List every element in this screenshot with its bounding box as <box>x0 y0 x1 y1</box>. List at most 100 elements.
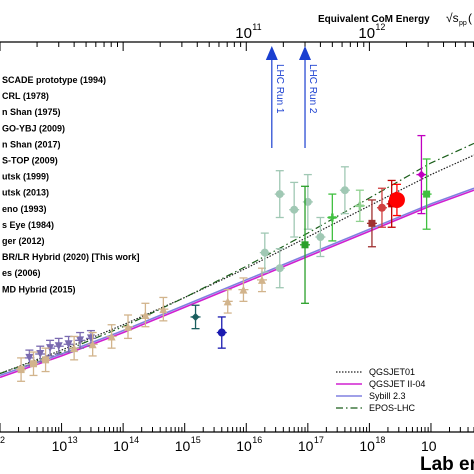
data-point <box>376 187 387 228</box>
marker <box>17 366 25 374</box>
experiment-label: GO-YBJ (2009) <box>2 123 65 133</box>
marker <box>275 190 284 199</box>
marker <box>29 360 37 368</box>
marker <box>239 285 248 294</box>
experiment-label: CRL (1978) <box>2 91 49 101</box>
data-points <box>16 134 432 382</box>
data-point <box>69 335 80 361</box>
x-tick-exponent: 14 <box>129 435 139 445</box>
experiment-label: n Shan (2017) <box>2 139 61 149</box>
curve-sybill-2-3 <box>0 187 474 377</box>
lhc-markers: LHC Run 1 LHC Run 2 <box>265 46 318 148</box>
marker <box>191 312 200 321</box>
experiment-label: utsk (1999) <box>2 172 49 182</box>
data-point <box>339 166 350 215</box>
x-tick-exponent: 18 <box>375 435 385 445</box>
top-tick-exponent: 11 <box>252 22 261 32</box>
marker <box>107 332 116 341</box>
x-tick-label: 10 <box>52 438 68 454</box>
marker <box>368 219 376 227</box>
marker <box>70 344 79 353</box>
marker <box>36 350 45 358</box>
marker <box>275 264 284 273</box>
data-point <box>302 173 313 230</box>
data-point <box>274 248 285 289</box>
data-point <box>274 170 285 219</box>
top-axis: 101110121013101 <box>0 22 474 51</box>
legend-entry: QGSJET II-04 <box>369 379 425 389</box>
marker <box>124 322 133 331</box>
data-point <box>45 339 56 357</box>
experiment-label: ger (2012) <box>2 236 45 246</box>
lhc-marker-arrow <box>265 46 278 60</box>
x-tick-exponent-edge: 2 <box>0 435 5 445</box>
curve-epos-lhc <box>0 142 474 375</box>
x-tick-exponent: 15 <box>191 435 201 445</box>
marker <box>217 328 226 337</box>
data-point <box>327 193 338 242</box>
marker <box>25 353 34 362</box>
lhc-marker-label: LHC Run 1 <box>274 64 285 114</box>
marker <box>141 311 150 319</box>
experiment-list: SCADE prototype (1994) CRL (1978) n Shan (… <box>2 75 140 294</box>
x-tick-exponent: 17 <box>314 435 324 445</box>
legend-entry: EPOS-LHC <box>369 403 416 413</box>
marker <box>42 356 50 364</box>
data-point <box>140 302 151 328</box>
marker <box>316 233 325 241</box>
top-tick-label: 10 <box>358 25 375 42</box>
x-tick-label: 10 <box>175 438 191 454</box>
data-point <box>87 331 98 357</box>
top-tick-exponent: 12 <box>375 22 385 32</box>
data-point <box>35 345 46 363</box>
x-tick-label: 10 <box>298 438 314 454</box>
x-tick-exponent: 13 <box>68 435 78 445</box>
marker <box>377 203 386 212</box>
lhc-marker-arrow <box>299 46 312 60</box>
marker <box>159 305 168 314</box>
marker <box>54 342 63 351</box>
lhc-marker-label: LHC Run 2 <box>307 64 318 114</box>
x-tick-label: 10 <box>421 438 437 454</box>
data-point <box>216 316 227 349</box>
data-point <box>63 335 74 353</box>
legend: QGSJET01 QGSJET II-04 Sybill 2.3 EPOS-LHC <box>336 367 425 413</box>
data-point <box>28 351 39 377</box>
data-point <box>416 134 427 215</box>
experiment-label: S-TOP (2009) <box>2 156 58 166</box>
data-point <box>16 357 27 382</box>
top-tick-label: 10 <box>235 25 252 42</box>
experiment-label: s Eye (1984) <box>2 220 54 230</box>
x-tick-label: 10 <box>236 438 252 454</box>
experiment-label: MD Hybrid (2015) <box>2 284 76 294</box>
marker <box>76 336 85 345</box>
marker <box>423 190 431 198</box>
data-point <box>158 296 169 322</box>
marker <box>290 205 299 214</box>
bottom-axis: 10 13 10 14 10 15 10 16 10 17 10 18 102 <box>0 423 474 454</box>
data-point <box>421 158 432 230</box>
marker <box>260 248 269 257</box>
marker <box>64 340 73 349</box>
marker <box>46 344 55 353</box>
data-point <box>354 189 365 223</box>
top-axis-symbol: √s <box>446 11 459 25</box>
data-point <box>315 216 326 258</box>
experiment-label: utsk (2013) <box>2 188 49 198</box>
experiment-label: n Shan (1975) <box>2 107 61 117</box>
data-point <box>300 185 311 304</box>
x-tick-label: 10 <box>113 438 129 454</box>
x-axis-label: Lab en <box>420 454 474 474</box>
marker <box>257 275 266 284</box>
experiment-label: SCADE prototype (1994) <box>2 75 106 85</box>
marker <box>417 170 426 179</box>
x-tick-exponent: 16 <box>252 435 262 445</box>
data-point <box>289 181 300 238</box>
data-point <box>40 347 51 373</box>
marker <box>388 191 405 208</box>
experiment-label: es (2006) <box>2 268 41 278</box>
legend-entry: Sybill 2.3 <box>369 391 406 401</box>
marker <box>88 340 97 349</box>
data-point <box>366 199 377 248</box>
